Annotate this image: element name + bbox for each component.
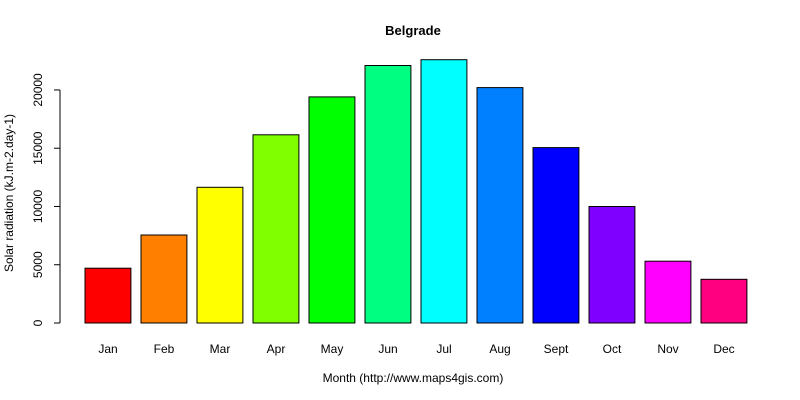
y-axis-label: Solar radiation (kJ.m-2.day-1) [2,114,16,272]
x-tick-label: Jun [378,342,397,356]
y-tick-label: 20000 [31,73,45,107]
y-tick-label: 0 [31,319,45,326]
x-tick-label: Feb [154,342,175,356]
bar-jul [420,59,468,324]
x-tick-labels: Jan Feb Mar Apr May Jun Jul Aug Sept Oct Nov Dec [98,342,734,356]
x-tick-label: May [321,342,344,356]
bars-group [84,59,748,324]
x-axis-label: Month (http://www.maps4gis.com) [323,371,504,385]
bar-jun [364,65,412,324]
bar-sept [532,147,580,324]
y-axis: 0 5000 10000 15000 20000 [31,73,61,326]
x-tick-label: Nov [657,342,678,356]
chart-title: Belgrade [385,23,441,38]
bar-nov [644,260,692,324]
bar-oct [588,206,636,324]
x-tick-label: Oct [603,342,622,356]
x-tick-label: Jul [436,342,451,356]
x-tick-label: Dec [713,342,734,356]
x-tick-label: Sept [544,342,569,356]
bar-mar [196,186,244,324]
x-tick-label: Aug [489,342,510,356]
bar-apr [252,134,300,324]
bar-feb [140,234,188,324]
bar-jan [84,267,132,324]
y-tick-label: 5000 [31,251,45,278]
bar-may [308,96,356,324]
x-tick-label: Apr [267,342,286,356]
x-tick-label: Mar [210,342,231,356]
bar-aug [476,87,524,324]
y-tick-label: 15000 [31,131,45,165]
y-tick-label: 10000 [31,189,45,223]
bar-dec [700,278,748,324]
x-tick-label: Jan [98,342,117,356]
